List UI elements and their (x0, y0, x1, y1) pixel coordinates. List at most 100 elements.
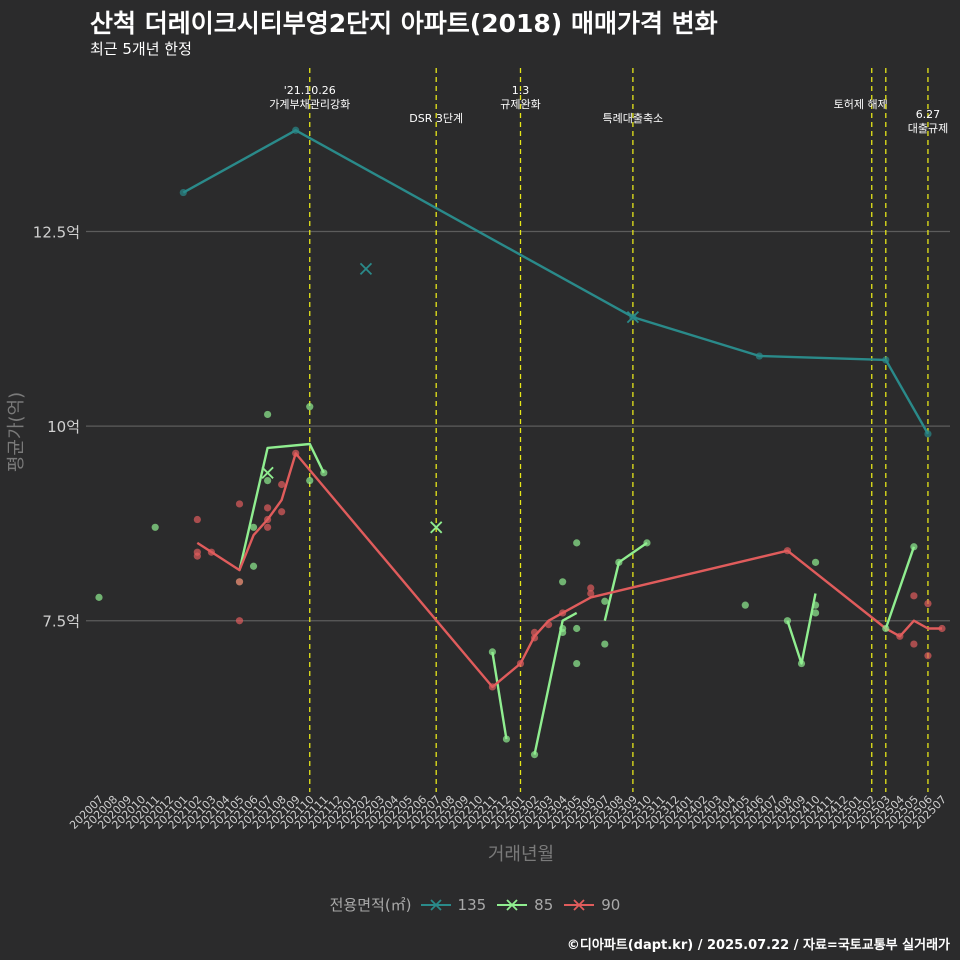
y-tick-label: 7.5억 (42, 613, 80, 631)
legend-title: 전용면적(㎡) (329, 896, 412, 914)
series-line-85 (491, 651, 508, 740)
legend-key-135-icon (420, 898, 451, 911)
data-point-90 (292, 449, 300, 457)
data-point-85 (264, 410, 272, 419)
data-point-85 (502, 735, 511, 743)
data-point-135 (924, 430, 932, 438)
data-point-85 (320, 469, 328, 477)
legend-item-90: 90 (563, 896, 620, 914)
data-point-90 (587, 589, 595, 598)
data-point-90 (545, 621, 553, 629)
data-points (95, 126, 946, 759)
event-label: 1.3 규제완화 (500, 84, 540, 111)
data-point-90 (235, 617, 244, 625)
data-point-90 (488, 683, 496, 691)
data-point-90 (910, 592, 918, 600)
chart-title: 산척 더레이크시티부영2단지 아파트(2018) 매매가격 변화 (90, 9, 718, 38)
data-point-90 (530, 628, 539, 637)
data-point-90 (193, 552, 201, 560)
data-point-85 (783, 617, 792, 625)
data-point-85 (151, 523, 159, 531)
legend-item-135: 135 (420, 895, 487, 914)
data-point-85 (811, 601, 820, 609)
data-point-90 (910, 640, 918, 648)
legend-label-135: 135 (457, 895, 487, 914)
data-point-90 (896, 632, 904, 640)
series-line-85 (786, 593, 817, 665)
data-point-90 (235, 578, 244, 586)
data-point-85 (573, 659, 581, 668)
data-point-85 (559, 578, 567, 586)
data-point-90 (235, 500, 244, 508)
legend-label-90: 90 (601, 895, 621, 914)
data-point-85 (573, 539, 581, 547)
cross-marker-85 (430, 521, 443, 534)
legend-key-90-icon (564, 898, 595, 911)
data-point-135 (292, 126, 300, 134)
event-label: 토허제 해제 (834, 97, 888, 111)
x-axis-label: 거래년월 (488, 844, 554, 865)
chart-subtitle: 최근 5개년 한정 (90, 40, 192, 58)
cross-marker-85 (261, 466, 274, 479)
source-caption: ©디아파트(dapt.kr) / 2025.07.22 / 자료=국토교통부 실… (566, 938, 950, 953)
data-point-90 (587, 584, 595, 592)
legend-key-85-icon (497, 898, 528, 911)
data-point-85 (559, 628, 567, 637)
gridlines (86, 230, 950, 622)
series-line-90 (196, 452, 942, 689)
legend: 전용면적(㎡) 135 85 90 (0, 894, 960, 915)
data-point-85 (249, 562, 258, 570)
series-lines (182, 129, 942, 755)
y-tick-label: 10억 (47, 418, 80, 436)
data-point-135 (755, 352, 763, 360)
series-line-85 (884, 546, 916, 629)
data-point-90 (207, 548, 215, 556)
data-point-85 (264, 477, 272, 485)
data-point-85 (797, 659, 806, 668)
data-point-85 (95, 593, 103, 601)
data-point-85 (249, 523, 258, 531)
event-label: 6.27 대출규제 (908, 108, 948, 135)
y-axis-label: 평균가(억) (6, 392, 27, 472)
data-point-85 (741, 601, 749, 609)
data-point-85 (601, 640, 609, 648)
event-label: DSR 3단계 (409, 112, 463, 125)
data-point-135 (179, 188, 187, 197)
data-point-90 (278, 508, 286, 516)
legend-label-85: 85 (534, 895, 554, 914)
data-point-85 (488, 648, 496, 656)
data-point-85 (306, 477, 314, 485)
data-point-90 (278, 480, 286, 489)
data-point-85 (601, 597, 609, 605)
data-point-85 (306, 403, 314, 411)
data-point-90 (924, 600, 932, 608)
data-point-85 (573, 624, 581, 633)
data-point-85 (643, 539, 651, 547)
data-point-135 (882, 356, 890, 364)
data-point-90 (530, 634, 539, 642)
data-point-90 (193, 515, 201, 524)
axes: 7.5억10억12.5억2020072020082020092020102020… (33, 223, 949, 831)
series-line-85 (533, 611, 578, 755)
series-line-85 (238, 442, 325, 571)
data-point-90 (516, 659, 525, 668)
data-point-85 (530, 751, 539, 759)
data-point-85 (910, 543, 918, 551)
series-line-85 (603, 541, 648, 621)
data-point-90 (559, 609, 567, 617)
event-label: 특례대출축소 (603, 112, 664, 125)
legend-item-85: 85 (496, 896, 553, 914)
data-point-90 (938, 624, 946, 633)
data-point-90 (783, 547, 792, 555)
data-point-85 (811, 558, 820, 566)
series-line-135 (182, 129, 930, 435)
data-point-90 (264, 523, 272, 531)
data-point-85 (882, 624, 890, 633)
event-label: '21.10.26 가계부채관리강화 (269, 84, 350, 111)
cross-marker-135 (626, 310, 640, 324)
y-tick-label: 12.5억 (33, 223, 80, 241)
data-point-85 (615, 558, 623, 566)
data-point-90 (924, 652, 932, 660)
